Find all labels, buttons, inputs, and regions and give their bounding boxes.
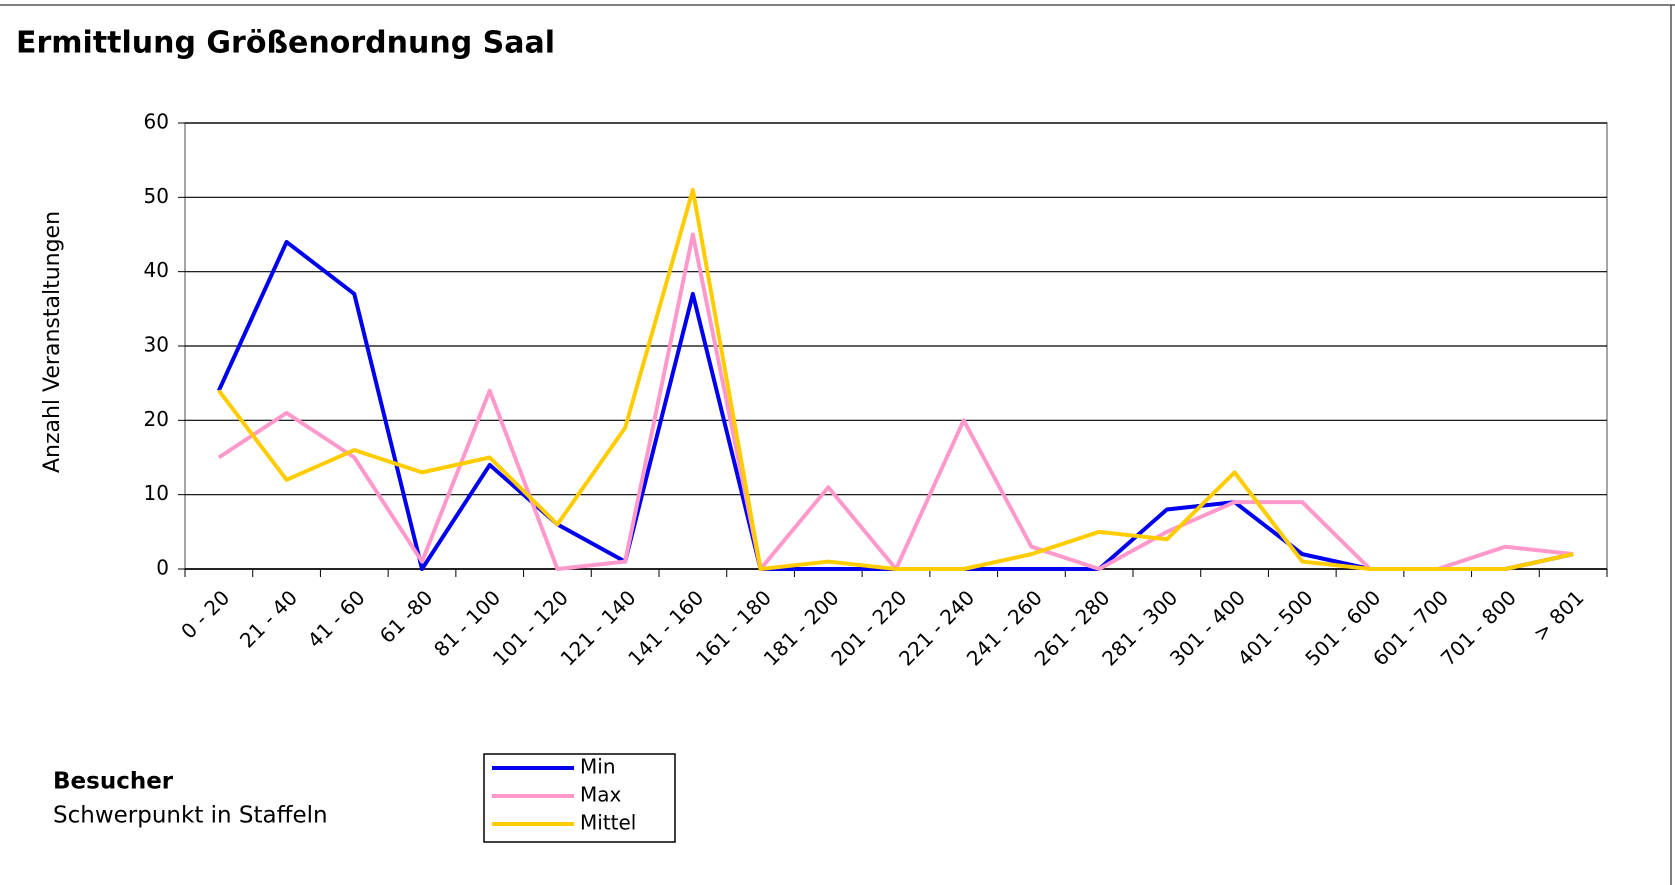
y-tick-label: 50 — [144, 184, 169, 208]
series-line — [217, 187, 1574, 571]
y-tick-label: 20 — [144, 407, 169, 431]
legend-label: Min — [580, 755, 616, 779]
x-axis-sublabel: Schwerpunkt in Staffeln — [53, 803, 328, 829]
y-tick-label: 30 — [144, 333, 169, 357]
y-tick-label: 40 — [144, 258, 169, 282]
chart-title: Ermittlung Größenordnung Saal — [16, 26, 555, 61]
x-tick-label: > 801 — [1528, 585, 1588, 645]
legend-label: Mittel — [580, 811, 636, 835]
y-tick-label: 60 — [144, 110, 169, 134]
x-tick-label: 41 - 60 — [303, 585, 370, 652]
y-axis-label: Anzahl Veranstaltungen — [40, 211, 65, 473]
x-tick-label: 21 - 40 — [235, 585, 302, 652]
legend-label: Max — [580, 783, 622, 807]
y-tick-label: 10 — [144, 481, 169, 505]
x-tick-label: 61 -80 — [375, 585, 438, 648]
x-tick-label: 0 - 20 — [176, 585, 234, 643]
y-tick-label: 0 — [156, 556, 169, 580]
x-axis-label: Besucher — [53, 769, 174, 795]
